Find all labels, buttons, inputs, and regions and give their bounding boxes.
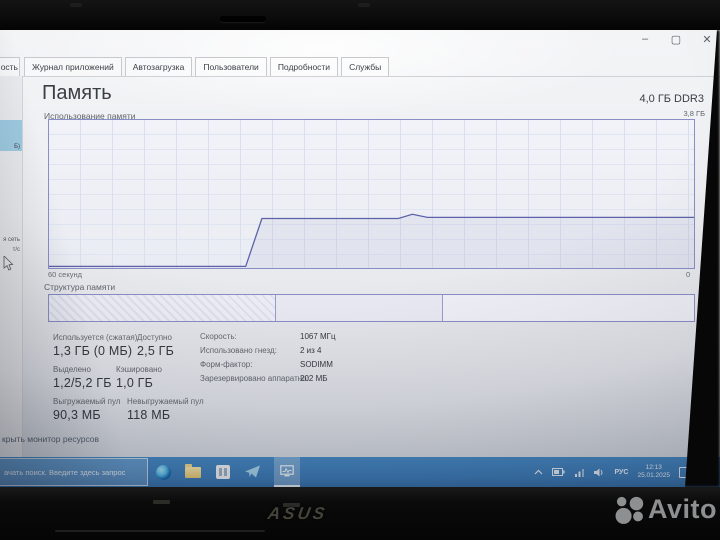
tab-performance-clipped[interactable]: ость (0, 57, 20, 76)
stat-paged-pool-value: 90,3 МБ (53, 408, 101, 422)
stat-nonpaged-pool-label: Невыгружаемый пул (127, 397, 204, 406)
composition-segment-modified-standby (274, 295, 443, 321)
messenger-app-icon[interactable] (244, 463, 262, 481)
detail-form-factor-value: SODIMM (300, 360, 333, 369)
bezel-mic-hole (70, 3, 82, 7)
memory-usage-line (49, 213, 694, 268)
task-manager-taskbar-icon[interactable] (274, 457, 300, 487)
detail-row: Скорость: 1067 МГц (200, 332, 336, 341)
detail-row: Использовано гнезд: 2 из 4 (200, 346, 336, 355)
close-button[interactable]: ✕ (702, 34, 712, 46)
stat-committed-label: Выделено (53, 365, 91, 374)
memory-composition-bar (48, 294, 695, 322)
tab-app-history[interactable]: Журнал приложений (24, 57, 122, 76)
tray-chevron-icon[interactable] (534, 469, 543, 476)
hinge-highlight (55, 530, 265, 532)
asus-logo: ASUS (266, 504, 329, 523)
avito-watermark: Avito (615, 494, 717, 525)
stat-committed-value: 1,2/5,2 ГБ (53, 376, 112, 390)
memory-stats: Используется (сжатая) 1,3 ГБ (0 МБ) Дост… (53, 333, 204, 429)
stat-paged-pool-label: Выгружаемый пул (53, 397, 121, 406)
avito-watermark-text: Avito (648, 494, 717, 524)
graph-axis-end-label: 0 (686, 270, 691, 279)
detail-speed-value: 1067 МГц (300, 332, 336, 341)
open-resource-monitor-link[interactable]: крыть монитор ресурсов (2, 434, 100, 444)
detail-speed-label: Скорость: (200, 332, 237, 341)
mouse-cursor (3, 255, 14, 276)
sidebar-item-network[interactable]: я сеть (3, 237, 20, 243)
memory-usage-graph (48, 119, 695, 269)
tab-startup[interactable]: Автозагрузка (124, 57, 193, 76)
system-tray: РУС 12:13 25.01.2025 (534, 457, 692, 487)
network-icon[interactable] (574, 468, 585, 477)
detail-slots-value: 2 из 4 (300, 346, 322, 355)
detail-hw-reserved-value: 202 МБ (300, 374, 328, 383)
hinge-mark (153, 500, 170, 504)
file-explorer-icon[interactable] (184, 463, 202, 481)
stat-in-use-value: 1,3 ГБ (0 МБ) (53, 344, 133, 358)
memory-usage-chart-title: Использование памяти (44, 111, 136, 121)
composition-segment-free (442, 295, 694, 321)
bezel-mic-hole (358, 3, 370, 7)
stat-available-value: 2,5 ГБ (137, 344, 175, 358)
tab-services[interactable]: Службы (341, 57, 390, 76)
taskbar-search-input[interactable]: ачать поиск. Введите здесь запрос (0, 458, 148, 486)
memory-composition-title: Структура памяти (44, 282, 116, 292)
battery-icon[interactable] (552, 468, 566, 476)
stat-nonpaged-pool-value: 118 МБ (127, 408, 171, 422)
detail-hw-reserved-label: Зарезервировано аппаратно: (200, 374, 309, 383)
tab-details[interactable]: Подробности (269, 57, 339, 76)
speaker-icon[interactable] (594, 468, 605, 477)
stat-cached-label: Кэшировано (116, 365, 163, 374)
stat-row: Выгружаемый пул 90,3 МБ Невыгружаемый пу… (53, 397, 204, 422)
hinge-mark (283, 503, 300, 507)
stat-in-use-label: Используется (сжатая) (53, 333, 138, 342)
sidebar-network-throughput: т/с (12, 247, 20, 253)
avito-logo-icon (615, 496, 644, 524)
detail-form-factor-label: Форм-фактор: (200, 360, 253, 369)
taskbar-clock[interactable]: 12:13 25.01.2025 (637, 464, 670, 481)
stat-available-label: Доступно (137, 333, 172, 342)
detail-row: Форм-фактор: SODIMM (200, 360, 336, 369)
tab-users[interactable]: Пользователи (195, 57, 267, 76)
usage-area-fill (49, 214, 694, 268)
memory-hardware-details: Скорость: 1067 МГц Использовано гнезд: 2… (200, 332, 336, 388)
taskmgr-titlebar: – ▢ ✕ (0, 30, 720, 57)
stat-cached-value: 1,0 ГБ (116, 376, 154, 390)
laptop-top-bezel (0, 0, 720, 30)
memory-capacity: 4,0 ГБ DDR3 (639, 93, 704, 105)
minimize-button[interactable]: – (641, 33, 649, 45)
detail-slots-label: Использовано гнезд: (200, 346, 277, 355)
memory-scale-max: 3,8 ГБ (683, 109, 706, 118)
composition-segment-in-use (49, 295, 275, 321)
edge-browser-icon[interactable] (154, 463, 172, 481)
webcam (220, 16, 266, 22)
usage-line (49, 213, 694, 268)
performance-sidebar: Б) я сеть т/с (0, 76, 23, 462)
store-app-icon[interactable] (214, 463, 232, 481)
page-title-memory: Память (42, 82, 112, 104)
stat-row: Выделено 1,2/5,2 ГБ Кэшировано 1,0 ГБ (53, 365, 204, 390)
sidebar-item-memory[interactable]: Б) (0, 120, 22, 151)
laptop-screen: – ▢ ✕ ость Журнал приложений Автозагрузк… (0, 30, 720, 487)
detail-row: Зарезервировано аппаратно: 202 МБ (200, 374, 336, 383)
graph-time-axis-label: 60 секунд (48, 270, 82, 279)
taskmgr-tabbar: ость Журнал приложений Автозагрузка Поль… (0, 57, 720, 77)
clock-date: 25.01.2025 (637, 472, 670, 479)
maximize-button[interactable]: ▢ (670, 34, 682, 46)
stat-row: Используется (сжатая) 1,3 ГБ (0 МБ) Дост… (53, 333, 204, 358)
windows-taskbar: ачать поиск. Введите здесь запрос (0, 457, 720, 487)
keyboard-language-indicator[interactable]: РУС (614, 468, 629, 476)
laptop-bottom-bezel (0, 487, 720, 540)
clock-time: 12:13 (645, 463, 662, 471)
